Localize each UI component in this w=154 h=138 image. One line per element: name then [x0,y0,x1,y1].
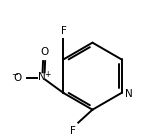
Text: F: F [71,126,76,136]
Text: +: + [44,70,50,79]
Text: N: N [125,89,132,99]
Text: O: O [13,73,22,83]
Text: −: − [12,70,19,79]
Text: O: O [40,47,49,58]
Text: F: F [61,26,66,36]
Text: N: N [38,72,46,83]
